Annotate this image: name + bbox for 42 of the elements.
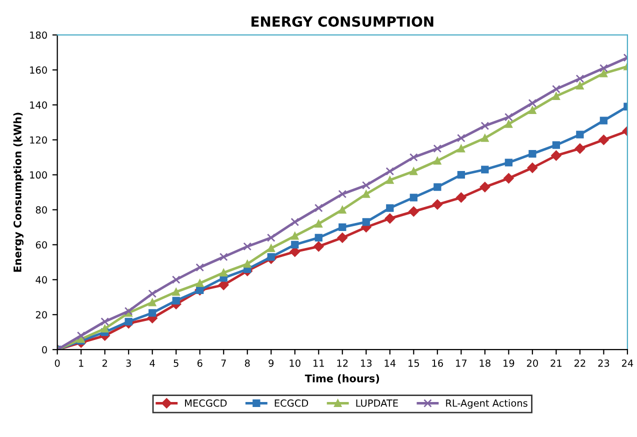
x-tick-label: 7 bbox=[221, 360, 226, 367]
x-tick-label: 23 bbox=[598, 359, 610, 367]
y-axis-title: Energy Consumption (kWh) bbox=[13, 112, 24, 272]
y-tick-label: 40 bbox=[36, 276, 47, 284]
x-tick-label: 15 bbox=[408, 360, 419, 367]
y-tick-label: 140 bbox=[30, 101, 47, 109]
x-tick-label: 5 bbox=[174, 360, 178, 367]
x-tick-label: 11 bbox=[314, 360, 324, 367]
x-tick-label: 12 bbox=[337, 359, 348, 367]
x-tick-label: 14 bbox=[384, 360, 396, 367]
x-tick-label: 20 bbox=[526, 359, 538, 367]
y-tick-label: 160 bbox=[30, 66, 47, 74]
x-tick-label: 2 bbox=[102, 359, 107, 367]
legend-label: LUPDATE bbox=[356, 400, 398, 407]
x-tick-label: 3 bbox=[126, 359, 131, 367]
x-tick-label: 18 bbox=[480, 359, 490, 367]
x-tick-label: 0 bbox=[54, 359, 60, 367]
y-tick-label: 100 bbox=[30, 171, 47, 179]
x-tick-label: 16 bbox=[432, 359, 443, 367]
x-tick-label: 21 bbox=[550, 359, 562, 367]
y-tick-label: 80 bbox=[36, 206, 47, 214]
x-tick-label: 10 bbox=[290, 359, 300, 367]
x-tick-label: 6 bbox=[197, 359, 202, 367]
y-tick-label: 0 bbox=[42, 346, 47, 354]
x-tick-label: 8 bbox=[244, 359, 250, 367]
y-tick-label: 60 bbox=[36, 241, 47, 249]
x-tick-label: 4 bbox=[150, 360, 155, 367]
x-tick-label: 9 bbox=[268, 359, 274, 367]
x-axis-title: Time (hours) bbox=[304, 374, 380, 384]
legend-label: RL-Agent Actions bbox=[446, 399, 528, 409]
y-tick-label: 20 bbox=[36, 311, 47, 318]
y-tick-label: 120 bbox=[30, 136, 47, 144]
x-tick-label: 19 bbox=[504, 359, 514, 367]
x-tick-label: 1 bbox=[79, 360, 84, 367]
x-tick-label: 22 bbox=[574, 359, 586, 367]
legend-label: MECGCD bbox=[185, 399, 227, 407]
legend-label: ECGCD bbox=[274, 399, 308, 407]
chart-title: ENERGY CONSUMPTION bbox=[252, 16, 434, 27]
x-tick-label: 24 bbox=[622, 359, 634, 367]
y-tick-label: 180 bbox=[30, 31, 47, 39]
x-tick-label: 13 bbox=[361, 359, 372, 367]
x-tick-label: 17 bbox=[456, 360, 467, 367]
